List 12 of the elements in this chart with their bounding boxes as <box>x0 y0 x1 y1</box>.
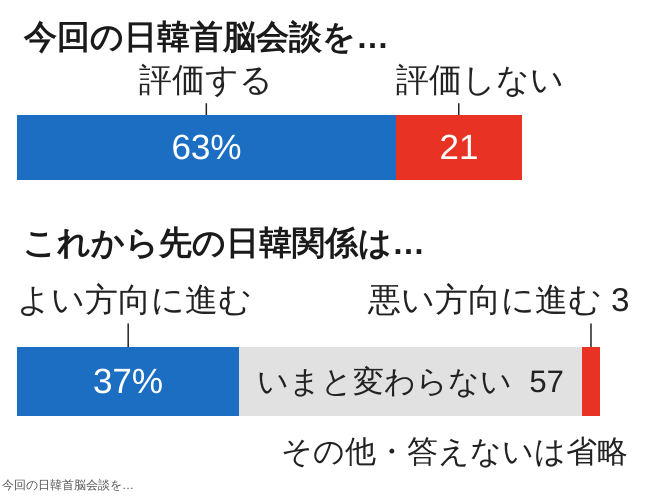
chart-title: 今回の日韓首脳会談を… <box>23 18 389 55</box>
chart-title: これから先の日韓関係は… <box>23 224 425 261</box>
text: その他・答えないは省略 <box>281 434 628 469</box>
data-label: 63% <box>171 128 242 167</box>
text: 悪い方向に進む 3 <box>368 281 630 318</box>
data-label: 21 <box>440 128 478 167</box>
series-label: よい方向に進む <box>17 281 252 318</box>
text: いまと変わらない 57 <box>257 364 564 399</box>
series-label: 評価する <box>139 61 273 98</box>
text: 今回の日韓首脳会談を… <box>2 478 134 492</box>
data-label: 37% <box>92 362 164 401</box>
series-label: 評価しない <box>396 61 564 98</box>
